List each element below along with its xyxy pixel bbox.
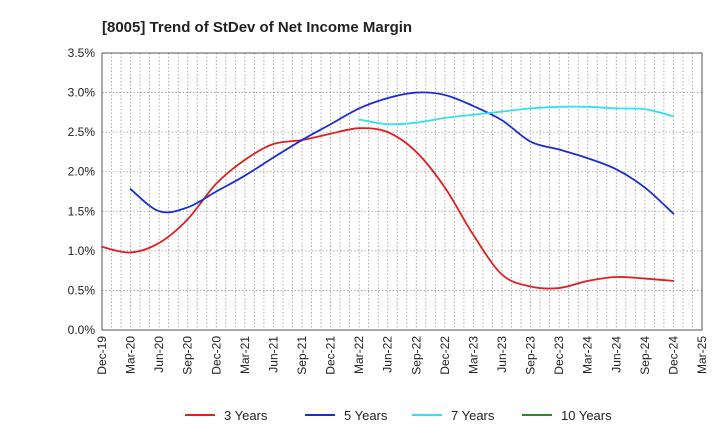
legend-label-3-years: 3 Years — [224, 408, 268, 423]
x-tick-label: Jun-23 — [495, 336, 509, 373]
x-tick-label: Mar-21 — [238, 336, 252, 374]
y-tick-label: 1.0% — [68, 244, 96, 258]
x-tick-label: Dec-19 — [95, 336, 109, 375]
x-tick-label: Sep-22 — [409, 336, 423, 375]
series-line-3-years — [101, 127, 675, 290]
y-axis: 0.0% 0.5% 1.0% 1.5% 2.0% 2.5% 3.0% 3.5% — [68, 46, 96, 337]
x-tick-label: Jun-20 — [152, 336, 166, 373]
x-tick-label: Sep-21 — [295, 336, 309, 375]
x-tick-label: Jun-21 — [266, 336, 280, 373]
x-tick-label: Mar-22 — [352, 336, 366, 374]
x-tick-label: Dec-21 — [324, 336, 338, 375]
x-tick-label: Mar-23 — [466, 336, 480, 374]
y-tick-label: 2.5% — [68, 125, 96, 139]
chart-title: [8005] Trend of StDev of Net Income Marg… — [102, 19, 412, 36]
y-tick-label: 0.0% — [68, 323, 96, 337]
plot-frame — [101, 52, 703, 331]
y-tick-label: 3.0% — [68, 86, 96, 100]
x-tick-label: Jun-24 — [609, 336, 623, 373]
x-tick-label: Mar-20 — [124, 336, 138, 374]
series-line-5-years — [129, 91, 675, 215]
x-tick-label: Dec-24 — [666, 336, 680, 375]
x-tick-label: Dec-22 — [438, 336, 452, 375]
series-line-7-years — [358, 105, 675, 126]
x-tick-label: Dec-23 — [552, 336, 566, 375]
x-tick-label: Dec-20 — [209, 336, 223, 375]
legend-label-10-years: 10 Years — [561, 408, 612, 423]
series-lines — [101, 91, 675, 290]
legend-label-5-years: 5 Years — [344, 408, 388, 423]
y-tick-label: 0.5% — [68, 283, 96, 297]
y-tick-label: 3.5% — [68, 46, 96, 60]
x-tick-label: Mar-24 — [581, 336, 595, 374]
x-tick-label: Sep-23 — [524, 336, 538, 375]
x-tick-label: Sep-24 — [638, 336, 652, 375]
x-tick-label: Sep-20 — [181, 336, 195, 375]
legend: 3 Years 5 Years 7 Years 10 Years — [185, 408, 612, 423]
x-axis: Dec-19 Mar-20 Jun-20 Sep-20 Dec-20 Mar-21 Jun-… — [95, 336, 709, 375]
y-tick-label: 1.5% — [68, 204, 96, 218]
x-tick-label: Jun-22 — [381, 336, 395, 373]
y-tick-label: 2.0% — [68, 165, 96, 179]
grid — [102, 53, 702, 330]
legend-label-7-years: 7 Years — [451, 408, 495, 423]
x-tick-label: Mar-25 — [695, 336, 709, 374]
